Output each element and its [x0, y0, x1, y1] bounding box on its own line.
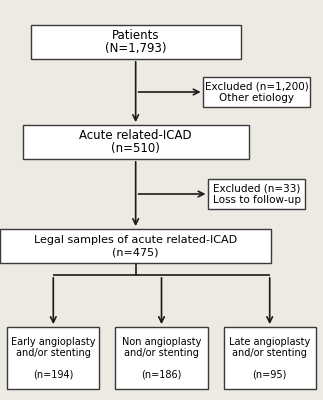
Text: (n=510): (n=510): [111, 142, 160, 155]
Text: and/or stenting: and/or stenting: [124, 348, 199, 358]
FancyBboxPatch shape: [31, 25, 241, 59]
Text: (n=186): (n=186): [141, 369, 182, 379]
Text: and/or stenting: and/or stenting: [16, 348, 91, 358]
FancyBboxPatch shape: [23, 125, 249, 159]
Text: Other etiology: Other etiology: [219, 93, 294, 103]
Text: Excluded (n=1,200): Excluded (n=1,200): [205, 81, 309, 91]
Text: Legal samples of acute related-ICAD: Legal samples of acute related-ICAD: [34, 235, 237, 245]
FancyBboxPatch shape: [203, 77, 310, 107]
Text: and/or stenting: and/or stenting: [232, 348, 307, 358]
FancyBboxPatch shape: [224, 327, 316, 389]
Text: Excluded (n=33): Excluded (n=33): [213, 183, 300, 193]
Text: (n=475): (n=475): [112, 247, 159, 257]
Text: Acute related-ICAD: Acute related-ICAD: [79, 129, 192, 142]
Text: Patients: Patients: [112, 29, 160, 42]
Text: Late angioplasty: Late angioplasty: [229, 337, 310, 347]
Text: (n=194): (n=194): [33, 369, 74, 379]
Text: Non angioplasty: Non angioplasty: [122, 337, 201, 347]
FancyBboxPatch shape: [0, 229, 271, 263]
Text: (n=95): (n=95): [253, 369, 287, 379]
FancyBboxPatch shape: [7, 327, 99, 389]
Text: (N=1,793): (N=1,793): [105, 42, 166, 55]
FancyBboxPatch shape: [208, 179, 305, 209]
FancyBboxPatch shape: [116, 327, 208, 389]
Text: Early angioplasty: Early angioplasty: [11, 337, 96, 347]
Text: Loss to follow-up: Loss to follow-up: [213, 195, 301, 205]
